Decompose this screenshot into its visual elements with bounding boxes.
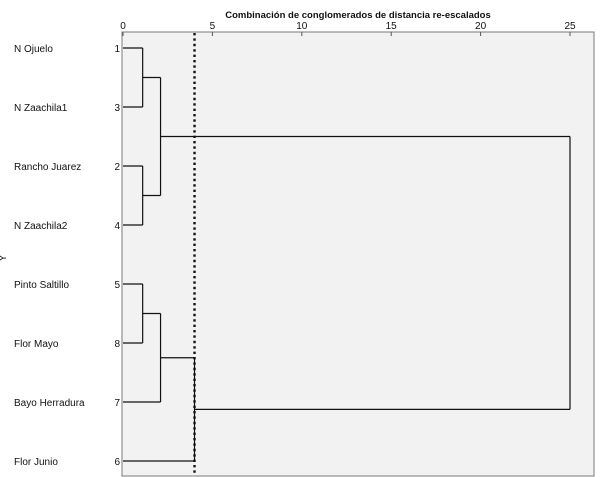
leaf-labels: N Ojuelo 1 N Zaachila1 3 Rancho Juarez 2 N Zaa… [14,44,120,468]
leaf-id: 3 [114,103,120,114]
x-tick-label: 25 [564,21,576,32]
x-tick-label: 10 [296,21,308,32]
leaf-id: 6 [114,457,120,468]
chart-title: Combinación de conglomerados de distanci… [225,10,491,21]
x-tick-label: 0 [120,21,126,32]
leaf-id: 7 [114,398,120,409]
leaf-name: Rancho Juarez [14,162,81,173]
leaf-name: N Zaachila2 [14,221,68,232]
leaf-id: 4 [114,221,120,232]
x-axis: 0 5 10 15 20 25 [120,21,576,36]
leaf-id: 2 [114,162,120,173]
x-tick-label: 5 [210,21,216,32]
y-axis-label: Y [0,254,9,261]
plot-area [121,31,595,477]
leaf-name: Bayo Herradura [14,398,85,409]
leaf-name: N Zaachila1 [14,103,68,114]
leaf-name: N Ojuelo [14,44,53,55]
leaf-id: 5 [114,280,120,291]
leaf-name: Flor Junio [14,457,58,468]
leaf-name: Pinto Saltillo [14,280,69,291]
x-tick-label: 20 [475,21,487,32]
x-tick-label: 15 [386,21,398,32]
leaf-id: 8 [114,339,120,350]
leaf-id: 1 [114,44,120,55]
leaf-name: Flor Mayo [14,339,59,350]
